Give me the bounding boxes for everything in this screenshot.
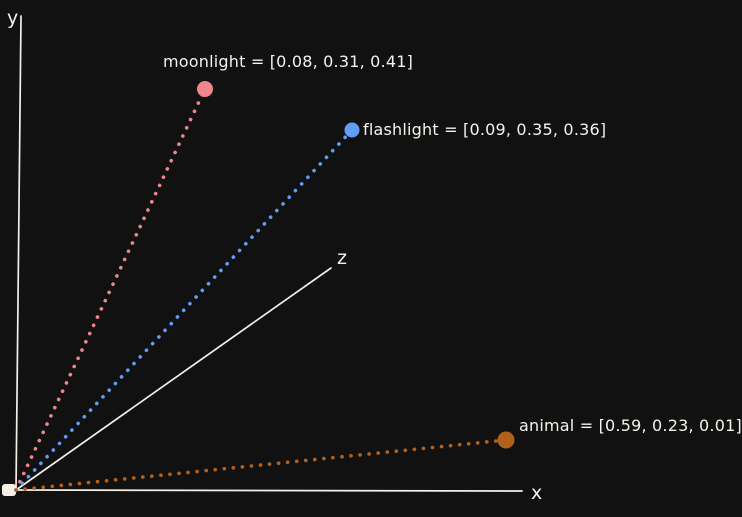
vectors-group: moonlight = [0.08, 0.31, 0.41] flashlight… — [14, 52, 742, 492]
vector-label-animal: animal = [0.59, 0.23, 0.01] — [519, 416, 742, 435]
axes-group: y x z — [2, 7, 542, 504]
vector-point-moonlight — [197, 81, 213, 97]
vector-line-animal — [14, 438, 508, 492]
axis-label-y: y — [7, 7, 18, 29]
axis-line-z — [15, 267, 332, 491]
axis-label-x: x — [531, 482, 542, 504]
vector-point-flashlight — [344, 122, 360, 138]
origin-marker — [2, 484, 16, 496]
axis-line-x — [15, 489, 523, 492]
vector-line-flashlight — [14, 128, 354, 492]
vector-label-flashlight: flashlight = [0.09, 0.35, 0.36] — [363, 120, 606, 139]
vector-line-moonlight — [14, 87, 207, 492]
vector-point-animal — [497, 431, 515, 449]
axis-line-y — [15, 15, 22, 491]
axis-label-z: z — [337, 247, 347, 269]
vector-label-moonlight: moonlight = [0.08, 0.31, 0.41] — [163, 52, 413, 71]
